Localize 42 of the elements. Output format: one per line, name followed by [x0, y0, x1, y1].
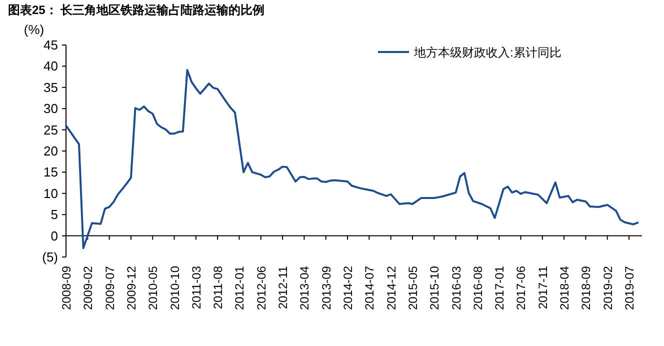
x-tick-label: 2018-04	[558, 266, 572, 310]
x-tick-label: 2016-03	[449, 266, 464, 310]
y-tick-label: 30	[44, 101, 58, 116]
x-tick-label: 2010-05	[146, 266, 160, 310]
y-axis-title: (%)	[24, 22, 44, 37]
x-tick-label: 2018-09	[579, 266, 594, 310]
y-tick-label: 20	[44, 144, 58, 158]
y-tick-label: (5)	[42, 250, 58, 264]
x-tick-label: 2009-07	[102, 266, 117, 310]
x-tick-label: 2011-08	[211, 266, 226, 310]
x-tick-label: 2012-01	[232, 266, 247, 310]
x-tick-label: 2014-12	[384, 266, 398, 310]
y-tick-label: 35	[44, 80, 58, 95]
x-tick-label: 2012-06	[254, 266, 268, 310]
y-tick-label: 25	[44, 122, 58, 138]
x-tick-label: 2017-06	[514, 266, 528, 310]
x-tick-label: 2009-02	[81, 266, 96, 310]
x-tick-label: 2017-01	[492, 266, 507, 310]
x-tick-label: 2009-12	[124, 266, 138, 310]
y-tick-label: 15	[44, 164, 58, 180]
x-tick-label: 2014-02	[341, 266, 356, 310]
y-tick-label: 40	[44, 58, 58, 74]
x-tick-label: 2010-10	[168, 266, 182, 310]
x-tick-label: 2013-04	[298, 266, 312, 310]
legend-label: 地方本级财政收入:累计同比	[413, 46, 562, 60]
x-tick-label: 2016-08	[470, 266, 485, 310]
x-tick-label: 2011-03	[189, 266, 204, 310]
y-tick-label: 10	[44, 186, 58, 201]
y-tick-label: 0	[50, 228, 58, 244]
chart-title: 图表25： 长三角地区铁路运输占陆路运输的比例	[8, 3, 265, 17]
x-tick-label: 2012-11	[276, 266, 290, 310]
x-tick-label: 2015-05	[406, 266, 420, 310]
x-tick-label: 2013-09	[319, 266, 334, 310]
y-tick-label: 5	[50, 207, 58, 222]
x-tick-label: 2017-11	[536, 266, 550, 310]
y-tick-label: 45	[44, 38, 58, 52]
x-tick-label: 2014-07	[362, 266, 377, 310]
x-tick-label: 2015-10	[428, 266, 442, 310]
x-tick-label: 2008-09	[60, 266, 74, 310]
x-tick-label: 2019-02	[600, 266, 615, 310]
x-tick-label: 2019-07	[622, 266, 637, 310]
line-series	[65, 69, 639, 250]
